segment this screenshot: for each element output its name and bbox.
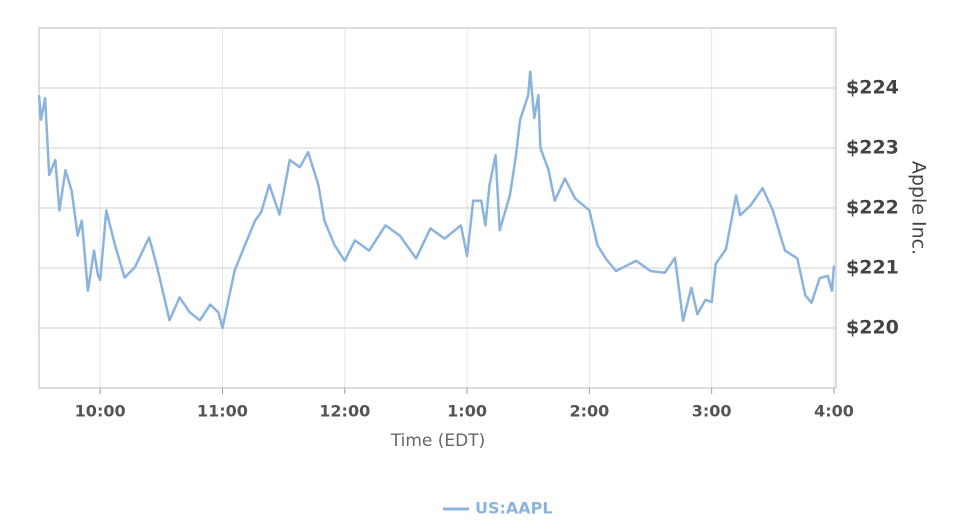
x-axis-label: Time (EDT) [390, 431, 486, 451]
y-tick-label: $222 [846, 197, 899, 219]
x-tick-label: 3:00 [692, 402, 732, 421]
x-tick-label: 10:00 [75, 402, 126, 421]
x-tick-label: 4:00 [814, 402, 854, 421]
y-tick-label: $224 [846, 77, 899, 99]
y-tick-label: $221 [846, 257, 899, 279]
legend-label: US:AAPL [475, 499, 553, 518]
plot-border [38, 27, 837, 389]
y-tick-label: $223 [846, 137, 899, 159]
y-axis-label: Apple Inc. [908, 161, 930, 255]
y-tick-label: $220 [846, 317, 899, 339]
x-tick-label: 1:00 [447, 402, 487, 421]
x-tick-label: 11:00 [197, 402, 248, 421]
x-tick-label: 2:00 [569, 402, 609, 421]
price-line [37, 70, 836, 330]
x-tick-label: 12:00 [319, 402, 370, 421]
